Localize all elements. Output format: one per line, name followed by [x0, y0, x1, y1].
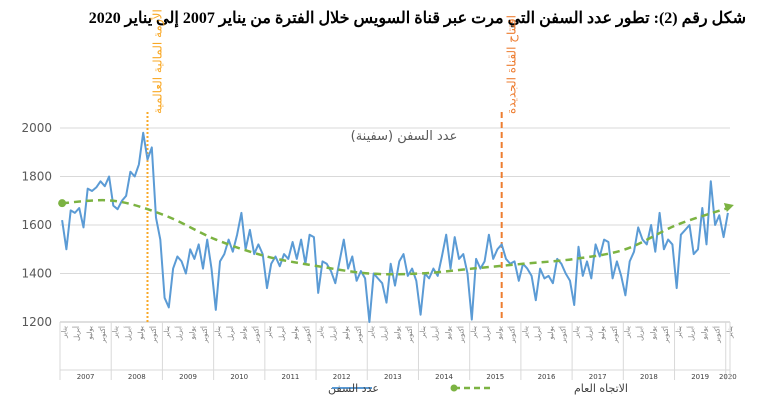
trend-end-arrow: [723, 203, 734, 213]
month-tick-label: أكتوبر: [610, 326, 619, 344]
y-axis: 1200 1400 1600 1800 2000: [21, 121, 52, 329]
year-label: 2013: [384, 373, 402, 381]
month-tick-label: يوليو: [240, 326, 248, 340]
month-tick-label: يوليو: [291, 326, 299, 340]
year-label: 2012: [333, 373, 351, 381]
month-tick-label: يوليو: [496, 326, 504, 340]
year-label: 2015: [486, 373, 504, 381]
month-tick-label: يناير: [419, 326, 427, 339]
month-tick-label: أبريل: [533, 326, 542, 341]
month-tick-label: أبريل: [277, 326, 286, 341]
year-label: 2018: [640, 373, 658, 381]
month-tick-label: أبريل: [431, 326, 440, 341]
month-tick-label: يناير: [624, 326, 632, 339]
y-tick-label: 1600: [21, 218, 52, 232]
month-tick-label: يوليو: [444, 326, 452, 340]
month-tick-label: أبريل: [636, 326, 645, 341]
month-tick-label: أبريل: [584, 326, 593, 341]
month-tick-label: أكتوبر: [712, 326, 721, 344]
legend-label-ships: عدد السفن: [328, 382, 379, 395]
year-label: 2016: [538, 373, 556, 381]
month-tick-label: يناير: [521, 326, 529, 339]
trend-start-marker: [58, 199, 67, 208]
month-tick-label: يوليو: [598, 326, 606, 340]
month-tick-label: أكتوبر: [559, 326, 568, 344]
month-tick-label: يناير: [60, 326, 68, 339]
annotations: الأزمة المالية العالمية افتتاح القناة الج…: [146, 9, 519, 322]
month-tick-label: يوليو: [547, 326, 555, 340]
annotation-label: الأزمة المالية العالمية: [149, 9, 165, 114]
month-tick-label: أكتوبر: [661, 326, 670, 344]
chart-title: عدد السفن (سفينة): [351, 129, 458, 144]
month-tick-label: أبريل: [328, 326, 337, 341]
legend-marker-trend: [450, 384, 458, 392]
month-tick-label: أبريل: [482, 326, 491, 341]
month-tick-label: أكتوبر: [354, 326, 363, 344]
month-tick-label: أكتوبر: [507, 326, 516, 344]
year-label: 2009: [179, 373, 197, 381]
month-tick-label: يناير: [316, 326, 324, 339]
year-label: 2017: [589, 373, 607, 381]
month-tick-label: يوليو: [342, 326, 350, 340]
year-label: 2019: [691, 373, 709, 381]
month-tick-label: أكتوبر: [456, 326, 465, 344]
month-tick-label: يوليو: [188, 326, 196, 340]
year-label: 2008: [128, 373, 146, 381]
month-tick-label: أكتوبر: [405, 326, 414, 344]
month-tick-label: أبريل: [123, 326, 132, 341]
figure-title: شكل رقم (2): تطور عدد السفن التي مرت عبر…: [88, 10, 746, 27]
y-tick-label: 1200: [21, 315, 52, 329]
month-tick-label: يناير: [214, 326, 222, 339]
y-tick-label: 1400: [21, 267, 52, 281]
month-tick-label: يوليو: [137, 326, 145, 340]
month-tick-label: يناير: [573, 326, 581, 339]
annotation-label: افتتاح القناة الجديدة: [505, 15, 519, 114]
legend: عدد السفن الاتجاه العام: [328, 382, 628, 395]
month-tick-label: يوليو: [393, 326, 401, 340]
month-tick-label: يوليو: [701, 326, 709, 340]
month-tick-label: أبريل: [72, 326, 81, 341]
gridlines: [60, 127, 730, 323]
series-line-trend: [62, 198, 729, 276]
month-tick-label: أبريل: [175, 326, 184, 341]
month-tick-label: أكتوبر: [149, 326, 158, 344]
year-label: 2014: [435, 373, 453, 381]
month-tick-label: يناير: [470, 326, 478, 339]
month-tick-label: أكتوبر: [251, 326, 260, 344]
series-line-ships: [61, 131, 729, 323]
month-tick-label: أبريل: [687, 326, 696, 341]
month-tick-label: يوليو: [86, 326, 94, 340]
year-label: 2010: [230, 373, 248, 381]
month-tick-label: يناير: [265, 326, 273, 339]
month-tick-label: أكتوبر: [98, 326, 107, 344]
month-tick-label: أكتوبر: [303, 326, 312, 344]
month-tick-label: يناير: [368, 326, 376, 339]
y-tick-label: 2000: [21, 121, 52, 135]
month-tick-label: يناير: [163, 326, 171, 339]
month-tick-label: يناير: [112, 326, 120, 339]
month-tick-label: يوليو: [649, 326, 657, 340]
year-label: 2011: [282, 373, 300, 381]
month-tick-label: أكتوبر: [200, 326, 209, 344]
month-tick-label: أبريل: [379, 326, 388, 341]
series-group: [58, 131, 734, 323]
month-tick-label: يناير: [675, 326, 683, 339]
legend-label-trend: الاتجاه العام: [574, 382, 628, 395]
year-label: 2007: [77, 373, 95, 381]
year-label: 2020: [719, 373, 737, 381]
month-tick-label: أبريل: [226, 326, 235, 341]
y-tick-label: 1800: [21, 170, 52, 184]
